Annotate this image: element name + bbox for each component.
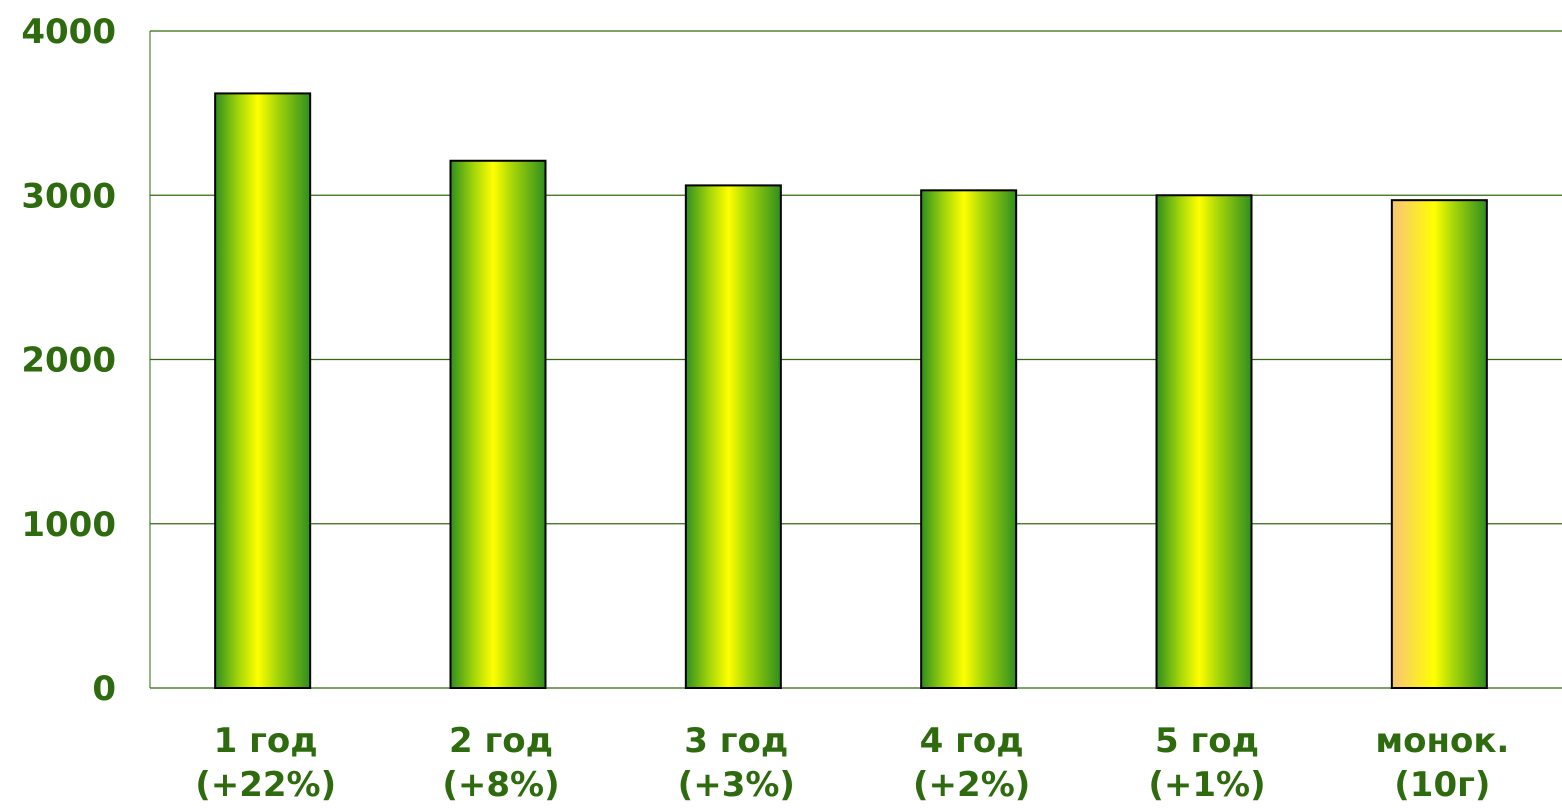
x-tick-sublabel: (+2%) bbox=[913, 765, 1030, 805]
x-tick-label: монок. bbox=[1375, 721, 1509, 761]
x-tick-label: 2 год bbox=[449, 721, 553, 761]
y-tick-label: 4000 bbox=[21, 12, 116, 52]
bars bbox=[214, 92, 1488, 690]
x-tick-sublabel: (+3%) bbox=[678, 765, 795, 805]
bar bbox=[920, 189, 1018, 689]
x-tick-label: 1 год bbox=[214, 721, 318, 761]
x-axis-tick-labels: 1 год(+22%) 2 год(+8%) 3 год(+3%) 4 год(+2%… bbox=[195, 721, 1509, 805]
y-axis-tick-labels: 0 1000 2000 3000 4000 bbox=[21, 12, 116, 709]
x-tick-label: 3 год bbox=[684, 721, 788, 761]
bar bbox=[214, 92, 312, 690]
x-tick-sublabel: (+8%) bbox=[442, 765, 559, 805]
x-tick-sublabel: (+1%) bbox=[1148, 765, 1265, 805]
bar bbox=[684, 184, 782, 690]
bar bbox=[449, 159, 547, 689]
x-tick-sublabel: (10г) bbox=[1394, 765, 1490, 805]
bar bbox=[1390, 199, 1488, 690]
y-tick-label: 0 bbox=[92, 669, 116, 709]
x-tick-label: 5 год bbox=[1155, 721, 1259, 761]
x-tick-label: 4 год bbox=[920, 721, 1024, 761]
bar bbox=[1155, 194, 1253, 689]
gridlines bbox=[149, 30, 1562, 689]
y-tick-label: 3000 bbox=[21, 176, 116, 216]
y-tick-label: 1000 bbox=[21, 505, 116, 545]
x-tick-sublabel: (+22%) bbox=[195, 765, 336, 805]
y-tick-label: 2000 bbox=[21, 341, 116, 381]
